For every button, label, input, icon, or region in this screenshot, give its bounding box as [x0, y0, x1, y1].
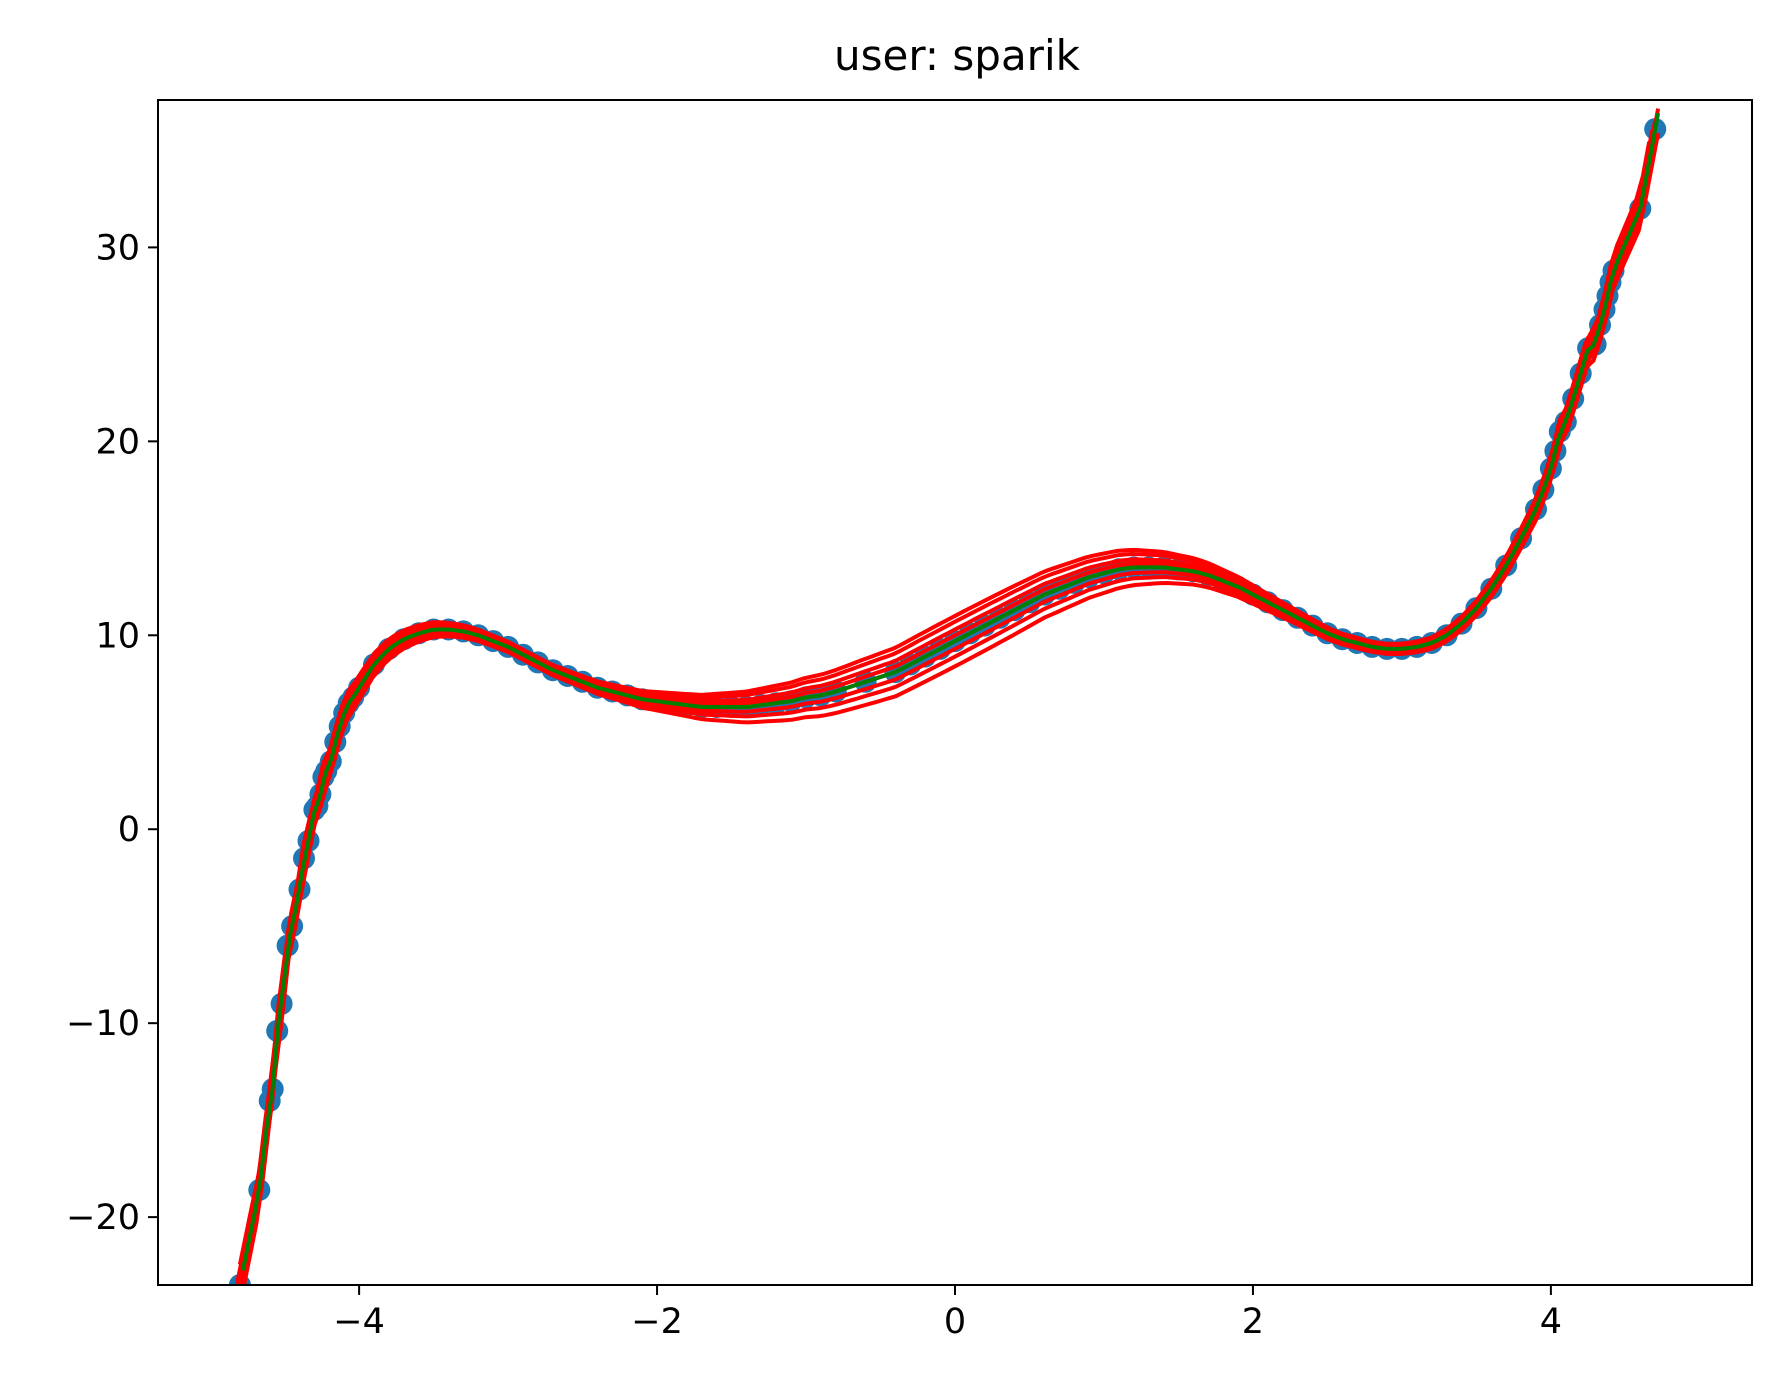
- x-tick-label: 0: [944, 1302, 966, 1342]
- fit-line-red: [242, 132, 1661, 1285]
- x-tick-label: 2: [1242, 1302, 1264, 1342]
- y-tick-label: −10: [66, 1004, 140, 1044]
- y-tick-label: −20: [66, 1198, 140, 1238]
- y-tick-label: 10: [95, 616, 140, 656]
- y-tick-label: 30: [95, 228, 140, 268]
- x-tick-label: −2: [631, 1302, 683, 1342]
- chart-title: user: sparik: [834, 31, 1081, 80]
- x-tick-label: −4: [333, 1302, 385, 1342]
- fit-line-red: [237, 141, 1652, 1265]
- x-tick-label: 4: [1540, 1302, 1562, 1342]
- y-tick-label: 0: [118, 810, 140, 850]
- mean-fit-line: [240, 112, 1661, 1271]
- y-tick-label: 20: [95, 422, 140, 462]
- plot-content: [228, 108, 1667, 1285]
